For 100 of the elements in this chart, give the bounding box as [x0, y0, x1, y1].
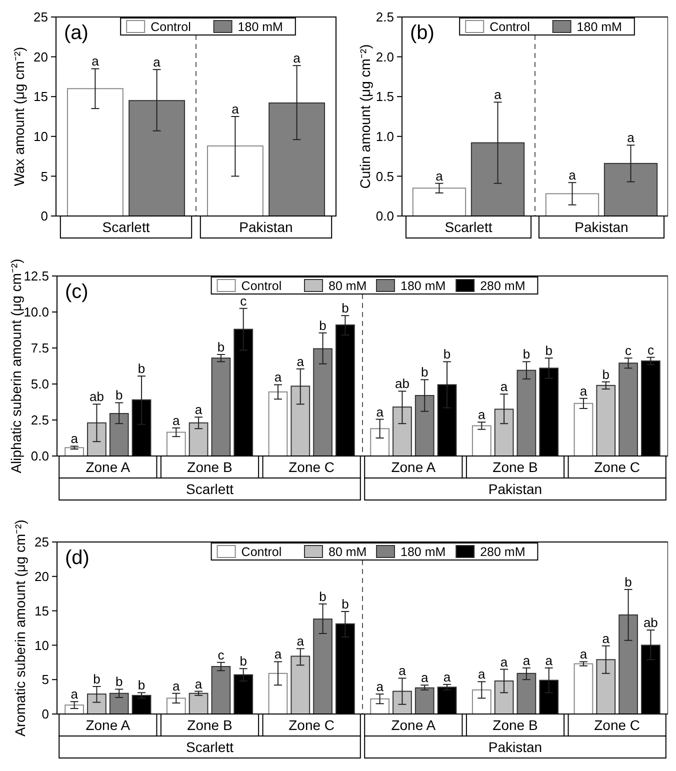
data-label: ab	[394, 376, 410, 392]
data-label: c	[218, 647, 225, 662]
data-label: a	[92, 54, 100, 69]
data-label: b	[421, 364, 428, 380]
data-label: a	[580, 383, 588, 398]
y-tick-label: 10.0	[24, 304, 49, 320]
legend-label: 180 mM	[400, 278, 446, 293]
data-label: a	[602, 630, 610, 646]
legend-label: 280 mM	[480, 278, 526, 293]
data-label: b	[138, 361, 146, 376]
chart-title: (a)	[64, 22, 88, 44]
y-tick-label: 12.5	[24, 268, 49, 284]
data-label: b	[624, 574, 632, 590]
legend-label: 80 mM	[328, 278, 367, 293]
data-label: b	[319, 318, 326, 333]
legend-label: 180 mM	[238, 20, 283, 34]
chart-title: (b)	[410, 22, 434, 44]
data-label: a	[232, 102, 240, 116]
x-tick-label: Zone B	[187, 716, 232, 733]
data-label: a	[421, 670, 429, 686]
data-label: a	[398, 663, 407, 678]
data-label: a	[296, 354, 305, 369]
legend-label: Control	[150, 20, 191, 34]
y-tick-label: 2.5	[30, 412, 49, 428]
y-tick-label: 20	[34, 568, 49, 584]
legend-label: 180 mM	[400, 544, 446, 559]
data-label: a	[70, 686, 79, 702]
legend-label: 280 mM	[480, 544, 526, 559]
data-label: a	[568, 168, 577, 183]
y-tick-label: 25	[34, 10, 48, 25]
data-label: a	[376, 679, 384, 694]
data-label: a	[443, 669, 452, 684]
data-label: a	[580, 646, 588, 662]
x-tick-label: Zone C	[288, 716, 335, 733]
y-axis-title: Cutin amount (μg cm⁻²)	[357, 44, 373, 189]
y-tick-label: 10	[34, 128, 48, 144]
legend-label: Control	[490, 20, 530, 34]
x-tick-label: Zone C	[594, 458, 640, 475]
y-axis-title: Wax amount (μg cm⁻²)	[11, 46, 27, 186]
x-tick-label: Scarlett	[444, 218, 492, 235]
data-label: b	[342, 596, 349, 612]
data-label: b	[116, 388, 123, 403]
y-tick-label: 1.5	[376, 89, 394, 104]
x-tick-label: Zone C	[288, 458, 335, 475]
data-label: a	[153, 54, 162, 70]
data-label: a	[296, 634, 305, 649]
legend-label: Control	[241, 278, 282, 293]
x-tick-label: Pakistan	[574, 218, 628, 235]
x-tick-label: Zone B	[492, 458, 538, 475]
data-label: a	[627, 130, 636, 146]
data-label: a	[478, 407, 486, 422]
y-tick-label: 0.0	[376, 208, 394, 224]
data-label: a	[478, 666, 486, 682]
data-label: b	[443, 346, 451, 362]
y-tick-label: 0	[42, 706, 49, 722]
data-label: b	[522, 346, 530, 362]
data-label: a	[194, 676, 203, 692]
data-label: a	[172, 678, 181, 694]
y-tick-label: 25	[34, 534, 49, 550]
text: Scarlett	[186, 480, 234, 497]
y-tick-label: 5	[42, 672, 49, 688]
y-tick-label: 5	[40, 168, 48, 184]
y-tick-label: 2.5	[376, 10, 394, 25]
data-label: b	[93, 671, 100, 686]
data-label: a	[494, 87, 502, 102]
legend-label: 80 mM	[328, 544, 367, 559]
data-label: c	[625, 343, 632, 358]
y-tick-label: 10	[34, 638, 49, 653]
data-label: a	[522, 652, 531, 668]
y-tick-label: 0	[40, 208, 48, 224]
y-tick-label: 15	[34, 89, 48, 104]
x-tick-label: Scarlett	[102, 218, 150, 235]
data-label: a	[436, 168, 444, 184]
data-label: a	[172, 412, 181, 428]
data-label: b	[545, 343, 552, 358]
data-label: a	[545, 652, 554, 668]
y-tick-label: 0.0	[30, 448, 49, 464]
y-tick-label: 15	[34, 603, 49, 618]
data-label: a	[274, 646, 282, 662]
data-label: b	[240, 654, 247, 669]
data-label: a	[500, 379, 508, 394]
y-axis-title: Aromatic suberin amount (μg cm⁻²)	[12, 520, 28, 736]
data-label: a	[293, 50, 302, 66]
y-axis-title: Aliphatic suberin amount (μg cm⁻²)	[8, 258, 24, 474]
data-label: b	[116, 674, 123, 690]
x-tick-label: Zone B	[492, 716, 538, 733]
x-tick-label: Zone C	[594, 716, 640, 733]
data-label: a	[274, 370, 282, 385]
x-tick-label: Pakistan	[239, 218, 293, 235]
x-tick-label: Zone A	[391, 716, 436, 733]
data-label: c	[240, 293, 248, 308]
x-tick-label: Zone B	[187, 458, 232, 475]
data-label: a	[70, 431, 79, 446]
text: Pakistan	[488, 738, 542, 755]
legend-label: Control	[241, 544, 282, 559]
data-label: b	[342, 300, 349, 316]
data-label: b	[319, 588, 326, 604]
data-label: c	[647, 342, 654, 358]
y-tick-label: 2.0	[376, 49, 394, 64]
data-label: ab	[89, 389, 104, 404]
